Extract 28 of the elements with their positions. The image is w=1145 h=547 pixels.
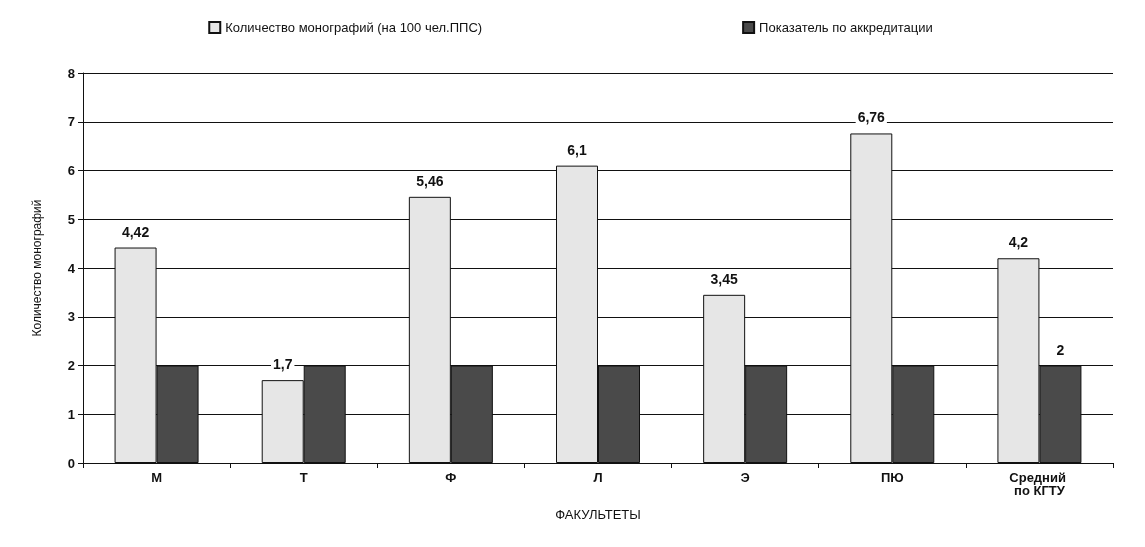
- data-label: 5,46: [416, 172, 444, 189]
- x-tick-label: Средний по КГТУ: [1009, 470, 1070, 498]
- data-label: 6,76: [857, 109, 886, 126]
- y-tick-label: 3: [67, 309, 75, 325]
- y-axis-title: Количество монографий: [30, 199, 44, 337]
- legend-label: Показатель по аккредитации: [759, 20, 933, 35]
- data-label: 4,2: [1008, 234, 1029, 251]
- x-tick-label: Л: [593, 470, 603, 485]
- y-tick-label: 4: [67, 260, 76, 276]
- data-label: 3,45: [710, 270, 738, 287]
- y-tick-label: 1: [67, 406, 75, 422]
- data-label: 2: [1056, 341, 1065, 358]
- y-tick-label: 8: [67, 65, 75, 81]
- data-label: 4,42: [121, 223, 150, 240]
- y-tick-label: 6: [67, 163, 75, 178]
- y-tick-label: 0: [67, 455, 75, 471]
- x-tick-label: М: [151, 470, 162, 485]
- x-tick-label: Э: [740, 470, 750, 485]
- x-tick-label: ПЮ: [880, 470, 904, 485]
- data-label: 1,7: [272, 356, 293, 373]
- x-tick-label: Т: [299, 470, 308, 485]
- x-axis-title: ФАКУЛЬТЕТЫ: [555, 507, 641, 522]
- y-tick-label: 7: [67, 114, 75, 130]
- x-tick-label: Ф: [445, 470, 457, 485]
- y-tick-label: 2: [67, 358, 75, 373]
- data-label: 6,1: [567, 141, 587, 158]
- legend-label: Количество монографий (на 100 чел.ППС): [225, 20, 483, 35]
- y-tick-label: 5: [67, 211, 75, 227]
